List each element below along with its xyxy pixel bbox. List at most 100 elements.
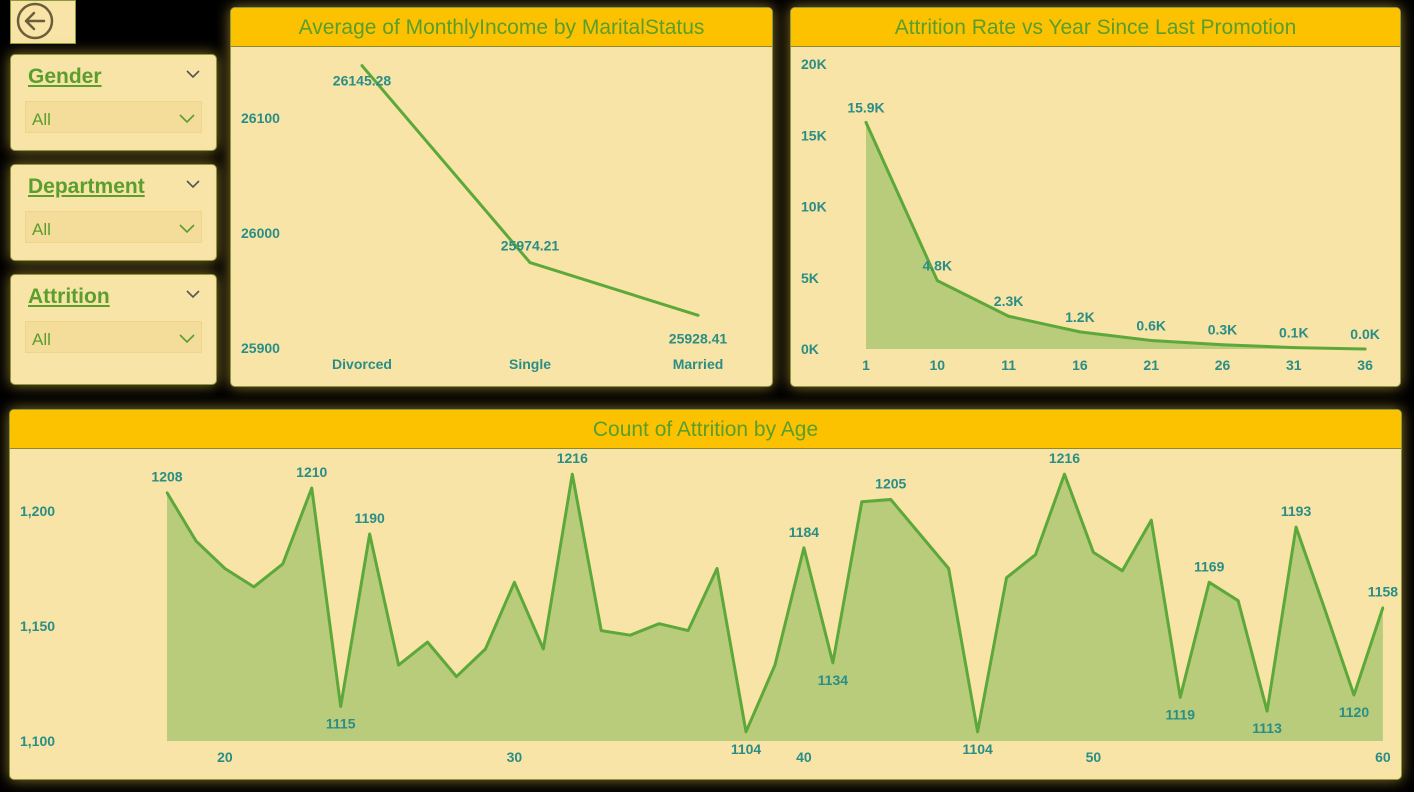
data-point [1149, 338, 1153, 342]
data-point [165, 491, 169, 494]
chevron-down-icon [179, 114, 195, 124]
x-tick-label: 21 [1143, 357, 1159, 373]
data-label: 1120 [1339, 704, 1370, 720]
data-point [744, 730, 748, 733]
age-area-chart: 1,100 1,150 1,200 20 30 40 50 60 1208 1210 1115 119… [20, 450, 1399, 765]
income-chart-title: Average of MonthlyIncome by MaritalStatu… [231, 8, 772, 47]
department-dropdown[interactable]: All [25, 211, 202, 243]
data-point [281, 562, 284, 566]
chevron-down-icon[interactable] [186, 67, 200, 81]
promotion-chart-panel: Attrition Rate vs Year Since Last Promot… [790, 7, 1401, 387]
data-point [542, 647, 545, 651]
x-tick-label: 36 [1357, 357, 1373, 373]
data-point [1294, 525, 1298, 529]
data-point [223, 567, 227, 570]
data-point [1092, 551, 1095, 554]
data-point [935, 279, 939, 283]
data-point [773, 663, 777, 667]
data-label: 15.9K [847, 99, 884, 115]
data-point [360, 64, 364, 68]
data-label: 1158 [1368, 584, 1399, 600]
data-point [339, 705, 342, 708]
chevron-down-icon[interactable] [186, 287, 200, 301]
department-dropdown-value: All [32, 220, 51, 239]
data-point [1005, 576, 1008, 579]
attrition-slicer-title: Attrition [28, 285, 110, 308]
gender-dropdown[interactable]: All [25, 101, 202, 133]
x-tick-label: 40 [796, 749, 812, 765]
data-point [629, 634, 632, 637]
data-point [1179, 696, 1182, 699]
x-tick-label: 60 [1375, 749, 1391, 765]
y-tick-label: 0K [801, 341, 819, 357]
income-series-line [360, 64, 699, 317]
data-label: 4.8K [923, 258, 953, 274]
data-point [802, 546, 806, 549]
y-tick-label: 15K [801, 127, 827, 143]
x-tick-label: 1 [862, 357, 870, 373]
x-tick-label: Married [673, 356, 724, 372]
data-point [1381, 606, 1385, 609]
data-label: 0.0K [1350, 326, 1380, 342]
chevron-down-icon[interactable] [186, 177, 200, 191]
data-point [1265, 709, 1269, 713]
data-point [528, 261, 532, 265]
data-point [686, 629, 690, 632]
data-point [947, 567, 950, 570]
data-label: 1104 [962, 741, 993, 757]
x-tick-label: Single [509, 356, 551, 372]
promotion-series-line [864, 121, 1366, 351]
data-label: 0.1K [1279, 325, 1309, 341]
x-tick-label: 16 [1072, 357, 1088, 373]
y-tick-label: 1,100 [20, 733, 55, 749]
back-arrow-icon [16, 2, 54, 40]
promotion-chart-title: Attrition Rate vs Year Since Last Promot… [791, 8, 1400, 47]
data-point [889, 498, 892, 501]
data-point [513, 581, 516, 584]
gender-dropdown-value: All [32, 110, 51, 129]
data-point [1292, 346, 1296, 350]
data-label: 1205 [875, 476, 906, 492]
data-point [1063, 473, 1066, 476]
data-label: 0.3K [1208, 322, 1238, 338]
data-point [252, 585, 256, 589]
data-label: 0.6K [1136, 317, 1166, 333]
data-label: 2.3K [994, 293, 1024, 309]
y-tick-label: 26000 [241, 225, 280, 241]
data-label: 1.2K [1065, 309, 1095, 325]
income-chart-panel: Average of MonthlyIncome by MaritalStatu… [230, 7, 773, 387]
data-label: 1208 [151, 469, 182, 485]
y-tick-label: 20K [801, 56, 827, 72]
attrition-dropdown[interactable]: All [25, 321, 202, 353]
data-label: 1113 [1252, 720, 1282, 736]
x-tick-label: 30 [507, 749, 523, 765]
data-point [657, 622, 661, 625]
x-tick-label: 50 [1086, 749, 1102, 765]
promotion-area-chart: 0K 5K 10K 15K 20K 1 10 11 16 21 26 31 36 15.9K 4.8K 2.3… [801, 56, 1380, 373]
data-point [455, 675, 458, 678]
attrition-dropdown-value: All [32, 330, 51, 349]
data-point [1078, 330, 1082, 334]
gender-slicer-title: Gender [28, 65, 102, 88]
x-tick-label: 31 [1286, 357, 1302, 373]
age-chart-panel: Count of Attrition by Age 1,100 1,150 1,20… [9, 409, 1402, 780]
data-point [696, 313, 700, 317]
x-tick-label: Divorced [332, 356, 392, 372]
data-label: 1134 [818, 672, 849, 688]
data-label: 25928.41 [669, 330, 728, 346]
income-line-chart: 25900 26000 26100 Divorced Single Married 2614… [241, 64, 728, 372]
data-point [1221, 343, 1224, 347]
back-button[interactable] [10, 0, 76, 44]
department-slicer-title: Department [28, 175, 145, 198]
data-point [1121, 569, 1124, 572]
data-point [976, 730, 979, 733]
data-point [600, 629, 603, 632]
data-point [715, 567, 719, 570]
data-point [918, 532, 921, 536]
promotion-area-fill [866, 122, 1366, 349]
data-point [426, 640, 429, 644]
data-label: 25974.21 [501, 238, 560, 254]
data-label: 1216 [557, 450, 588, 466]
data-label: 1210 [296, 464, 327, 480]
data-point [1150, 519, 1153, 522]
